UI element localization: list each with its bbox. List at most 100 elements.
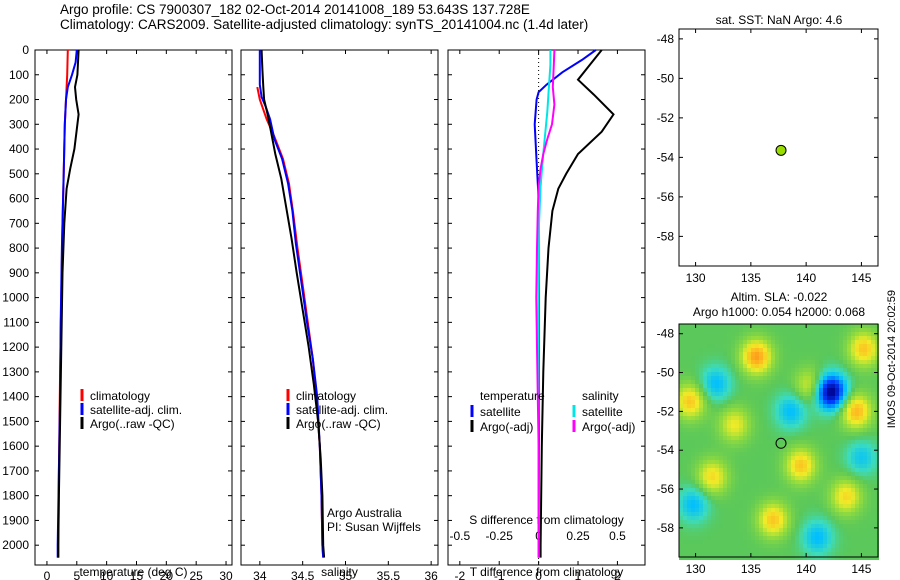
sla-cell [815,452,819,456]
sla-cell [867,332,871,336]
sla-cell [707,456,711,460]
sla-cell [723,552,727,556]
plot-frame [678,323,879,558]
sla-cell [763,360,767,364]
sla-cell [707,436,711,440]
sla-cell [679,552,683,556]
sla-cell [815,504,819,508]
sla-cell [855,504,859,508]
sla-cell [739,488,743,492]
sla-cell [839,412,843,416]
sla-cell [851,380,855,384]
sla-cell [819,404,823,408]
sla-cell [775,364,779,368]
sla-cell [683,480,687,484]
sla-cell [871,448,875,452]
sla-cell [795,328,799,332]
sla-cell [695,532,699,536]
sla-cell [843,416,847,420]
sla-cell [871,476,875,480]
sla-cell [863,384,867,388]
y-tick-label: 1400 [2,390,29,404]
sla-cell [771,540,775,544]
sla-cell [719,548,723,552]
sla-cell [787,352,791,356]
sla-cell [719,396,723,400]
sla-cell [839,480,843,484]
sla-cell [871,444,875,448]
sla-cell [687,412,691,416]
plot-frame [447,49,646,566]
sla-cell [871,472,875,476]
sla-cell [755,396,759,400]
sla-cell [815,528,819,532]
sla-cell [859,344,863,348]
sla-cell [867,340,871,344]
sla-cell [699,492,703,496]
sla-cell [831,344,835,348]
sla-cell [831,488,835,492]
sla-cell [807,468,811,472]
sla-cell [739,500,743,504]
sla-cell [855,492,859,496]
sla-cell [791,344,795,348]
sla-cell [827,480,831,484]
sla-cell [847,388,851,392]
sla-cell [731,372,735,376]
sla-cell [827,556,831,560]
sla-cell [771,332,775,336]
sla-cell [723,464,727,468]
sla-cell [859,388,863,392]
sla-cell [819,496,823,500]
sla-cell [787,464,791,468]
sla-cell [679,488,683,492]
sla-cell [775,524,779,528]
sla-cell [723,456,727,460]
sla-cell [855,532,859,536]
sla-cell [775,372,779,376]
sla-cell [871,456,875,460]
sla-cell [859,416,863,420]
sla-cell [851,412,855,416]
sla-cell [803,484,807,488]
sla-cell [783,472,787,476]
sla-cell [839,524,843,528]
sla-cell [815,548,819,552]
sla-cell [691,448,695,452]
sla-cell [819,416,823,420]
sla-cell [815,516,819,520]
sla-cell [799,336,803,340]
sla-cell [695,516,699,520]
sla-cell [795,380,799,384]
sla-cell [831,364,835,368]
sla-cell [679,432,683,436]
sla-cell [747,512,751,516]
sla-cell [775,428,779,432]
sla-cell [739,508,743,512]
sla-cell [763,332,767,336]
sla-cell [799,400,803,404]
sla-cell [775,460,779,464]
sla-cell [795,516,799,520]
sla-cell [687,444,691,448]
sla-cell [763,512,767,516]
sla-cell [755,484,759,488]
sla-cell [835,556,839,560]
sla-cell [691,380,695,384]
sla-cell [755,328,759,332]
sla-cell [791,500,795,504]
sla-cell [831,324,835,328]
sla-cell [847,528,851,532]
sla-cell [803,504,807,508]
sla-cell [827,356,831,360]
sla-cell [831,368,835,372]
sla-cell [755,508,759,512]
sla-cell [791,396,795,400]
sla-cell [763,444,767,448]
sla-cell [735,364,739,368]
sla-cell [795,396,799,400]
sla-cell [811,360,815,364]
sla-cell [767,340,771,344]
sla-cell [751,532,755,536]
sla-cell [787,356,791,360]
